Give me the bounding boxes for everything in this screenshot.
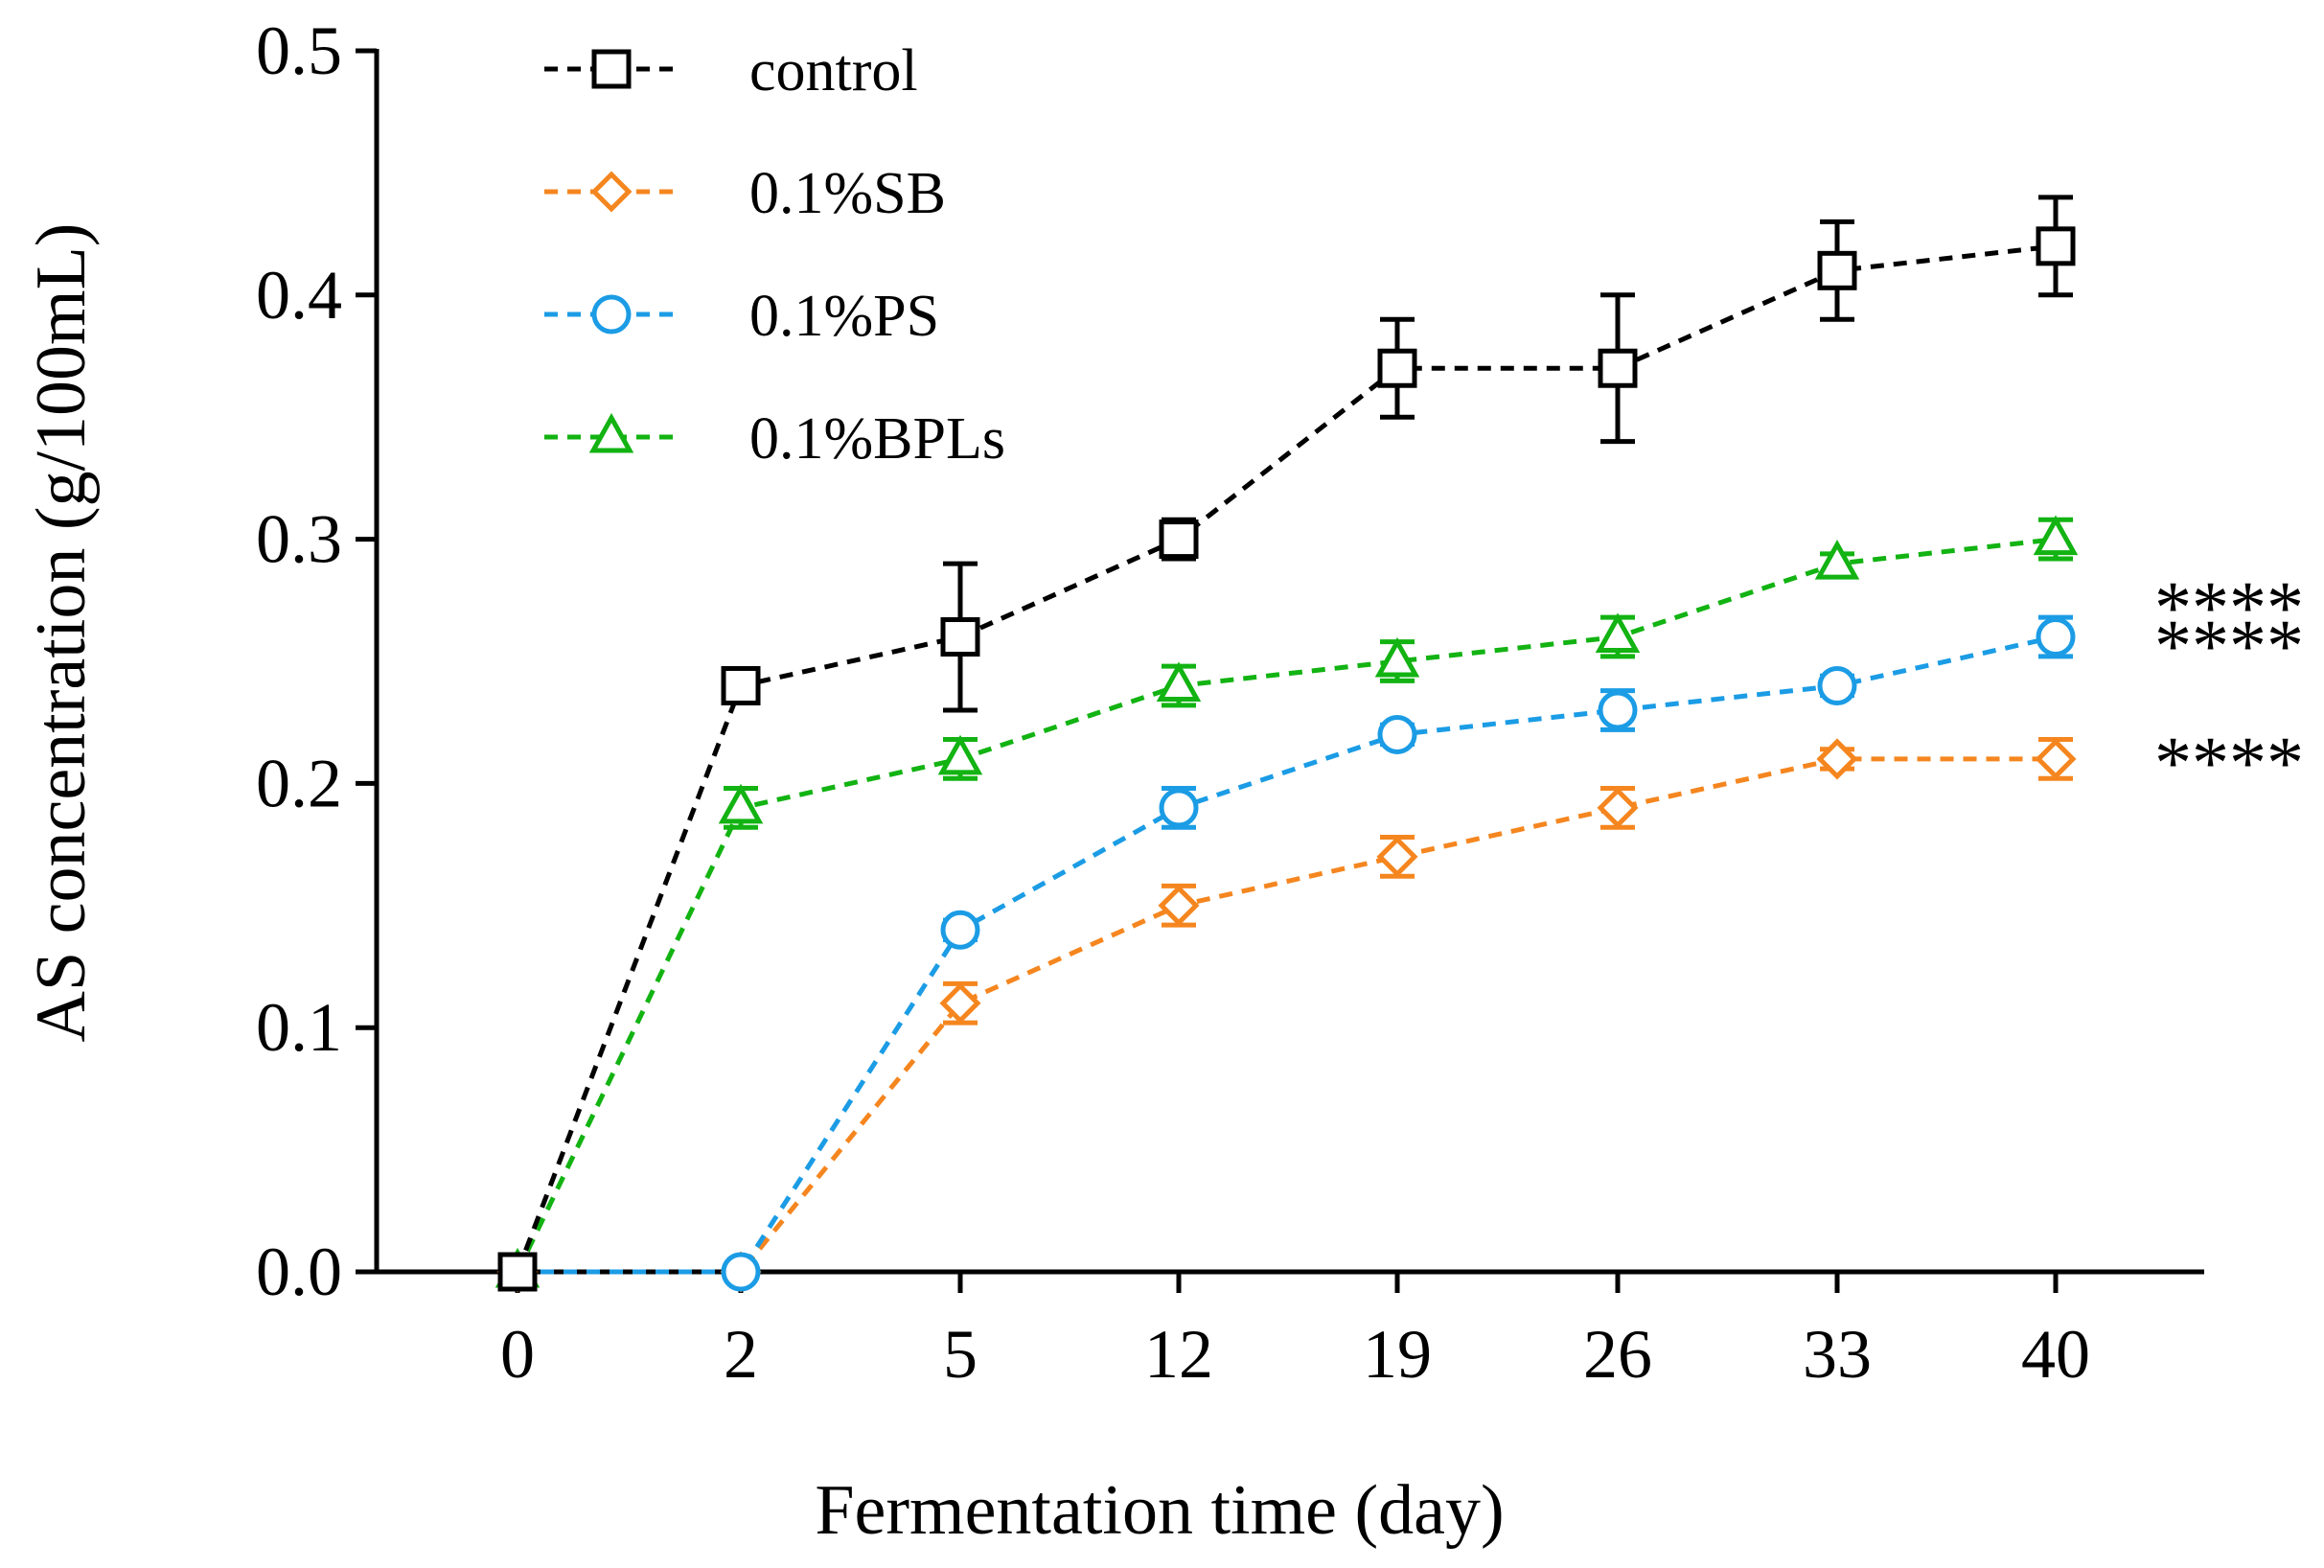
data-point	[1598, 690, 1638, 730]
data-point	[2036, 226, 2076, 266]
series-control	[497, 195, 2076, 1292]
legend-entry: 0.1%BPLs	[544, 406, 1005, 472]
significance-label: ****	[2154, 721, 2304, 804]
data-point	[1374, 636, 1420, 678]
y-tick-label: 0.1	[256, 989, 342, 1066]
data-point	[1814, 539, 1860, 580]
legend-entry: control	[544, 38, 918, 104]
axes: 0.0 0.1 0.2 0.3 0.4 0.5 0 2 5 12 19 26 33 40	[256, 12, 2204, 1393]
legend-marker	[591, 49, 632, 89]
data-point	[1816, 738, 1858, 780]
x-tick-label: 12	[1144, 1316, 1213, 1393]
legend-marker	[591, 294, 632, 334]
data-point	[1598, 348, 1638, 388]
data-point	[1156, 661, 1202, 702]
series-line	[515, 537, 2057, 1274]
legend-label: 0.1%SB	[749, 161, 946, 226]
y-tick-label: 0.3	[256, 501, 342, 578]
data-point	[718, 783, 764, 824]
x-tick-label: 2	[724, 1316, 758, 1393]
legend-label: 0.1%PS	[749, 284, 939, 349]
annotations: ************	[2154, 565, 2304, 804]
y-tick-label: 0.0	[256, 1234, 342, 1310]
data-point	[2036, 617, 2076, 657]
data-point	[1595, 612, 1641, 654]
data-point	[1159, 519, 1199, 560]
y-tick-label: 0.5	[256, 12, 342, 89]
data-point	[1377, 714, 1417, 754]
data-point	[940, 617, 980, 657]
data-point	[1158, 885, 1200, 927]
series-layer	[495, 195, 2079, 1293]
data-point	[937, 734, 983, 775]
data-point	[2035, 738, 2077, 780]
significance-label: ****	[2154, 565, 2304, 649]
data-point	[1817, 665, 1857, 705]
y-tick-label: 0.2	[256, 745, 342, 821]
legend: control 0.1%SB 0.1%PS 0.1%BPLs	[544, 38, 1005, 472]
y-tick-label: 0.4	[256, 257, 342, 334]
series-0-1-bpls	[495, 515, 2079, 1288]
series-line	[515, 243, 2057, 1273]
data-point	[1817, 250, 1857, 290]
legend-entry: 0.1%SB	[544, 161, 946, 226]
data-point	[1597, 787, 1639, 829]
legend-label: control	[749, 38, 918, 104]
x-tick-label: 26	[1583, 1316, 1652, 1393]
series-0-1-ps	[497, 614, 2076, 1292]
x-tick-label: 5	[943, 1316, 978, 1393]
significance-label: ****	[2154, 604, 2304, 687]
data-point	[721, 1252, 761, 1292]
data-point	[2033, 515, 2079, 556]
data-point	[1377, 348, 1417, 388]
legend-entry: 0.1%PS	[544, 284, 939, 349]
data-point	[1159, 788, 1199, 828]
series-line	[518, 634, 2057, 1275]
x-axis-title: Fermentation time (day)	[815, 1471, 1504, 1550]
legend-label: 0.1%BPLs	[749, 406, 1005, 472]
legend-marker	[588, 412, 634, 453]
x-tick-label: 33	[1803, 1316, 1872, 1393]
y-axis-title: AS concentration (g/100mL)	[22, 223, 101, 1043]
data-point	[721, 665, 761, 705]
data-point	[1376, 836, 1418, 878]
legend-marker	[590, 171, 633, 213]
x-tick-label: 0	[500, 1316, 535, 1393]
x-tick-label: 19	[1363, 1316, 1432, 1393]
series-line	[518, 756, 2056, 1275]
x-tick-label: 40	[2021, 1316, 2090, 1393]
data-point	[939, 982, 981, 1025]
data-point	[940, 910, 980, 950]
data-point	[497, 1252, 538, 1292]
